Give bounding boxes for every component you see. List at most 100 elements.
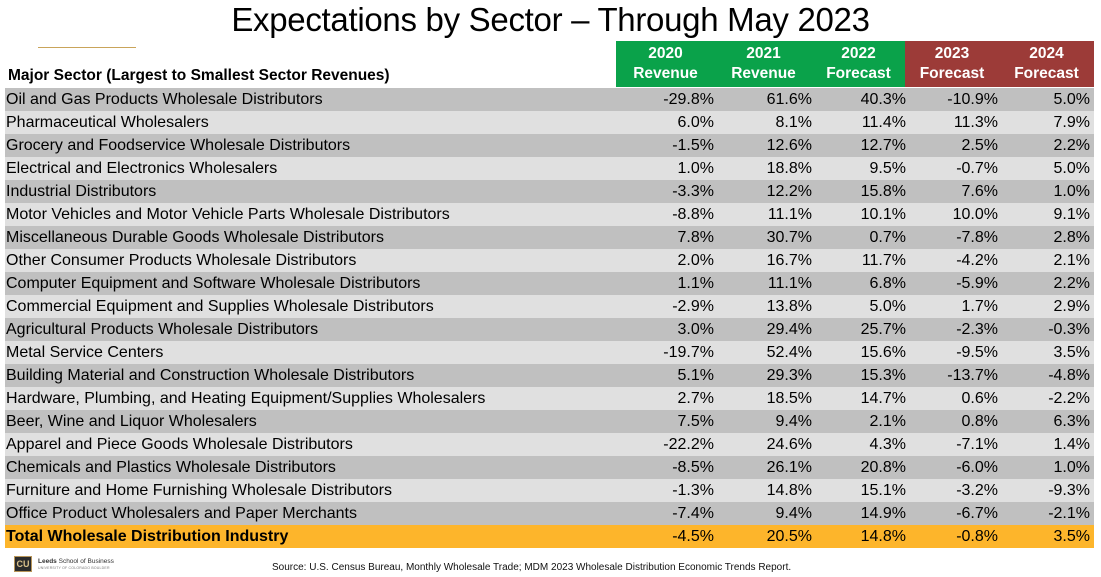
value-cell-2024: 1.0% bbox=[1053, 459, 1090, 476]
value-cell-2022: 40.3% bbox=[860, 91, 906, 108]
value-cell-2021: 12.6% bbox=[766, 137, 812, 154]
total-value-2024: 3.5% bbox=[1053, 528, 1090, 545]
value-cell-2022: 9.5% bbox=[869, 160, 906, 177]
value-cell-2024: 5.0% bbox=[1053, 91, 1090, 108]
value-cell-2023: -10.9% bbox=[947, 91, 998, 108]
logo-subtitle: UNIVERSITY OF COLORADO BOULDER bbox=[38, 565, 110, 570]
sector-name: Computer Equipment and Software Wholesal… bbox=[6, 275, 421, 292]
value-cell-2023: 2.5% bbox=[961, 137, 998, 154]
value-cell-2020: 6.0% bbox=[677, 114, 714, 131]
cu-logo-icon: CU bbox=[14, 556, 32, 572]
value-cell-2020: 5.1% bbox=[677, 367, 714, 384]
value-cell-2020: 2.0% bbox=[677, 252, 714, 269]
sector-name: Industrial Distributors bbox=[6, 183, 157, 200]
sector-name: Miscellaneous Durable Goods Wholesale Di… bbox=[6, 229, 384, 246]
value-cell-2020: 7.8% bbox=[677, 229, 714, 246]
total-value-2020: -4.5% bbox=[672, 528, 714, 545]
value-cell-2020: 1.1% bbox=[677, 275, 714, 292]
value-cell-2021: 14.8% bbox=[766, 482, 812, 499]
value-cell-2020: -2.9% bbox=[672, 298, 714, 315]
leeds-logo: CU Leeds School of Business UNIVERSITY O… bbox=[14, 556, 114, 572]
value-cell-2021: 13.8% bbox=[766, 298, 812, 315]
value-cell-2020: -22.2% bbox=[663, 436, 714, 453]
table-row: Computer Equipment and Software Wholesal… bbox=[5, 272, 1094, 295]
value-cell-2020: -3.3% bbox=[672, 183, 714, 200]
value-cell-2021: 26.1% bbox=[766, 459, 812, 476]
value-cell-2023: -3.2% bbox=[956, 482, 998, 499]
value-cell-2024: -4.8% bbox=[1048, 367, 1090, 384]
total-value-2023: -0.8% bbox=[956, 528, 998, 545]
value-cell-2022: 15.8% bbox=[860, 183, 906, 200]
sector-name: Agricultural Products Wholesale Distribu… bbox=[6, 321, 319, 338]
sector-name: Pharmaceutical Wholesalers bbox=[6, 114, 209, 131]
column-header-2021: 2021 Revenue bbox=[715, 41, 812, 87]
column-header-year: 2024 bbox=[1029, 45, 1064, 62]
table-row: Motor Vehicles and Motor Vehicle Parts W… bbox=[5, 203, 1094, 226]
value-cell-2023: 10.0% bbox=[952, 206, 998, 223]
value-cell-2022: 2.1% bbox=[869, 413, 906, 430]
decorative-rule bbox=[38, 47, 136, 48]
column-header-year: 2022 bbox=[841, 45, 876, 62]
column-header-label: Revenue bbox=[731, 65, 796, 82]
value-cell-2021: 11.1% bbox=[767, 206, 812, 223]
value-cell-2022: 15.3% bbox=[860, 367, 906, 384]
column-header-2022: 2022 Forecast bbox=[812, 41, 905, 87]
value-cell-2023: -7.8% bbox=[956, 229, 998, 246]
column-header-label: Forecast bbox=[826, 65, 891, 82]
column-header-year: 2023 bbox=[934, 45, 970, 62]
sector-name: Chemicals and Plastics Wholesale Distrib… bbox=[6, 459, 336, 476]
value-cell-2022: 6.8% bbox=[869, 275, 906, 292]
sector-name: Commercial Equipment and Supplies Wholes… bbox=[6, 298, 434, 315]
value-cell-2021: 9.4% bbox=[775, 413, 812, 430]
table-row: Furniture and Home Furnishing Wholesale … bbox=[5, 479, 1094, 502]
column-header-label: Forecast bbox=[919, 65, 985, 82]
value-cell-2023: 7.6% bbox=[961, 183, 998, 200]
value-cell-2024: 1.0% bbox=[1053, 183, 1090, 200]
table-row: Building Material and Construction Whole… bbox=[5, 364, 1094, 387]
value-cell-2024: 2.8% bbox=[1053, 229, 1090, 246]
value-cell-2020: 3.0% bbox=[677, 321, 714, 338]
table-row: Agricultural Products Wholesale Distribu… bbox=[5, 318, 1094, 341]
value-cell-2024: -2.1% bbox=[1048, 505, 1090, 522]
value-cell-2024: 2.1% bbox=[1053, 252, 1090, 269]
table-row: Commercial Equipment and Supplies Wholes… bbox=[5, 295, 1094, 318]
value-cell-2023: 0.8% bbox=[961, 413, 998, 430]
value-cell-2023: 1.7% bbox=[961, 298, 998, 315]
value-cell-2023: 11.3% bbox=[953, 114, 998, 131]
value-cell-2024: 2.2% bbox=[1053, 137, 1090, 154]
value-cell-2023: 0.6% bbox=[961, 390, 998, 407]
value-cell-2022: 0.7% bbox=[869, 229, 906, 246]
source-note: Source: U.S. Census Bureau, Monthly Whol… bbox=[272, 562, 792, 573]
value-cell-2022: 20.8% bbox=[860, 459, 906, 476]
value-cell-2022: 14.9% bbox=[860, 505, 906, 522]
total-row: Total Wholesale Distribution Industry -4.… bbox=[5, 525, 1094, 548]
sector-name: Building Material and Construction Whole… bbox=[6, 367, 415, 384]
value-cell-2020: -1.5% bbox=[672, 137, 714, 154]
table-row: Hardware, Plumbing, and Heating Equipmen… bbox=[5, 387, 1094, 410]
column-header-year: 2021 bbox=[746, 45, 781, 62]
table-row: Electrical and Electronics Wholesalers 1.… bbox=[5, 157, 1094, 180]
value-cell-2023: -6.0% bbox=[956, 459, 998, 476]
sector-name: Hardware, Plumbing, and Heating Equipmen… bbox=[6, 390, 486, 407]
column-header-year: 2020 bbox=[648, 45, 683, 62]
sector-name: Motor Vehicles and Motor Vehicle Parts W… bbox=[6, 206, 450, 223]
total-value-2022: 14.8% bbox=[860, 528, 906, 545]
sector-name: Office Product Wholesalers and Paper Mer… bbox=[6, 505, 357, 522]
column-header-label: Revenue bbox=[633, 65, 698, 82]
value-cell-2020: -8.5% bbox=[672, 459, 714, 476]
value-cell-2022: 4.3% bbox=[869, 436, 906, 453]
value-cell-2023: -5.9% bbox=[956, 275, 998, 292]
value-cell-2024: -2.2% bbox=[1048, 390, 1090, 407]
value-cell-2022: 5.0% bbox=[869, 298, 906, 315]
value-cell-2021: 24.6% bbox=[766, 436, 812, 453]
table-row: Other Consumer Products Wholesale Distri… bbox=[5, 249, 1094, 272]
table-row: Chemicals and Plastics Wholesale Distrib… bbox=[5, 456, 1094, 479]
table-row: Industrial Distributors -3.3% 12.2% 15.8% 7.… bbox=[5, 180, 1094, 203]
value-cell-2023: -9.5% bbox=[956, 344, 998, 361]
value-cell-2020: 2.7% bbox=[677, 390, 714, 407]
table-row: Pharmaceutical Wholesalers 6.0% 8.1% 11.4% 1… bbox=[5, 111, 1094, 134]
value-cell-2021: 52.4% bbox=[766, 344, 812, 361]
value-cell-2021: 29.3% bbox=[766, 367, 812, 384]
value-cell-2022: 15.6% bbox=[860, 344, 906, 361]
value-cell-2024: 7.9% bbox=[1053, 114, 1090, 131]
